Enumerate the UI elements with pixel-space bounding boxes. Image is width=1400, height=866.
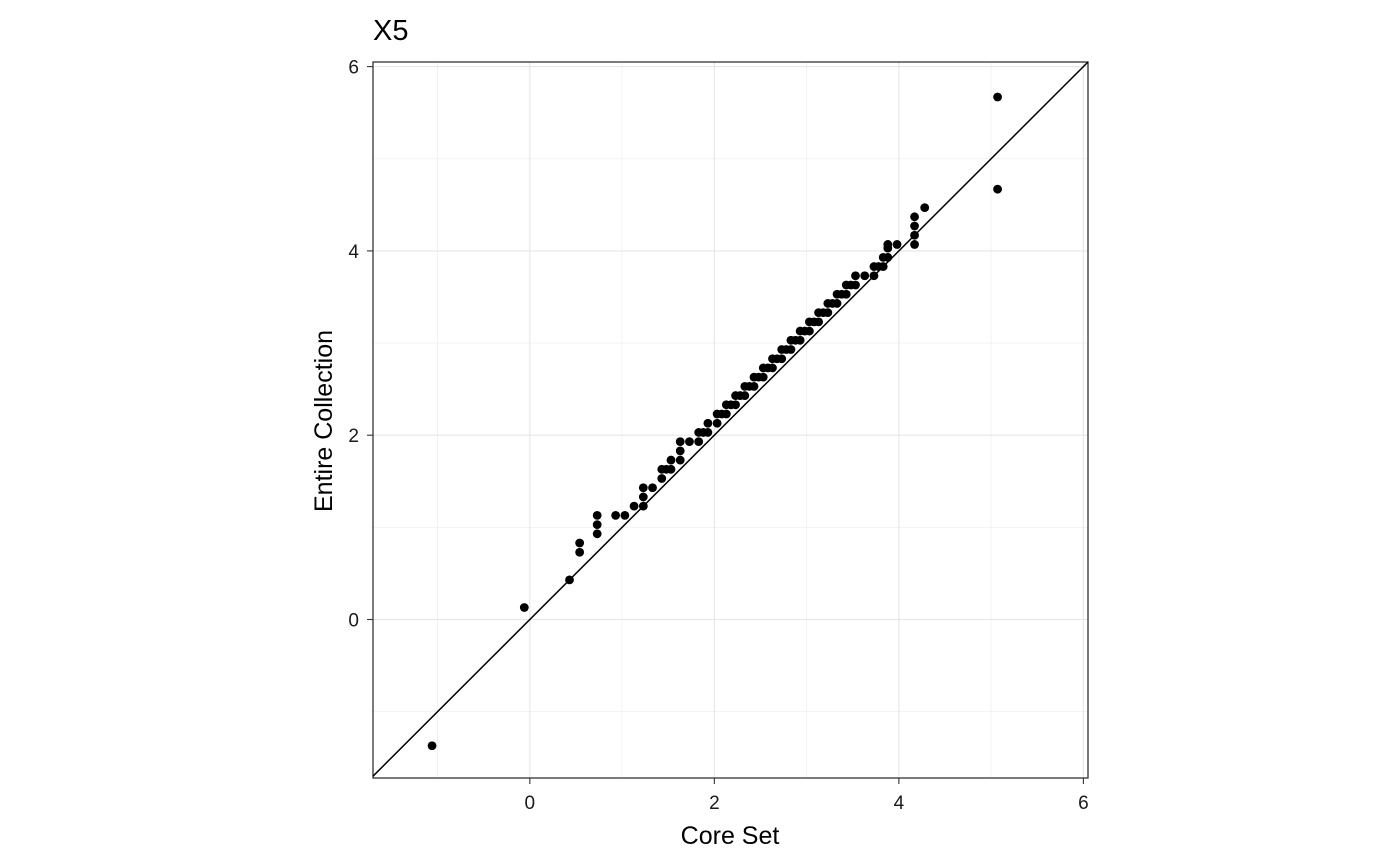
chart-title: X5	[373, 15, 408, 47]
data-point	[883, 252, 893, 262]
data-point	[427, 741, 437, 751]
data-point	[993, 92, 1002, 102]
data-point	[648, 483, 657, 493]
data-point	[740, 391, 750, 400]
data-point	[675, 455, 685, 465]
data-point	[869, 271, 879, 281]
data-point	[758, 372, 768, 382]
data-point	[666, 455, 676, 465]
x-tick-label: 4	[894, 793, 905, 814]
data-point	[721, 409, 731, 419]
data-point	[892, 240, 902, 249]
data-point	[860, 271, 870, 281]
data-point	[703, 418, 713, 428]
data-point	[575, 547, 585, 557]
data-point	[768, 363, 777, 373]
data-point	[786, 345, 796, 354]
data-point	[592, 510, 602, 520]
y-tick-label: 2	[348, 426, 359, 447]
data-point	[592, 520, 602, 529]
data-point	[657, 474, 667, 483]
y-axis-title: Entire Collection	[310, 330, 338, 512]
data-point	[832, 299, 842, 308]
data-point	[731, 400, 740, 410]
data-point	[823, 308, 833, 318]
y-tick-label: 0	[348, 611, 359, 632]
data-point	[910, 240, 919, 249]
y-tick-label: 6	[348, 58, 359, 79]
data-point	[638, 483, 648, 493]
data-point	[685, 437, 694, 447]
x-axis: 0 2 4 6	[525, 778, 1089, 814]
data-point	[920, 203, 930, 212]
data-point	[620, 510, 630, 520]
x-tick-label: 6	[1078, 793, 1089, 814]
data-point	[575, 538, 585, 548]
data-point	[703, 428, 713, 437]
data-point	[565, 575, 574, 585]
data-point	[629, 501, 639, 511]
data-point	[694, 437, 704, 447]
y-tick-label: 4	[348, 242, 359, 263]
data-point	[666, 464, 676, 474]
x-tick-label: 2	[709, 793, 720, 814]
data-point	[910, 221, 919, 231]
reference-line-y-equals-x	[372, 61, 1089, 777]
x-tick-label: 0	[525, 793, 536, 814]
x-axis-title: Core Set	[681, 822, 780, 850]
plot-panel	[372, 61, 1089, 779]
data-point	[851, 280, 860, 290]
data-point	[592, 529, 602, 539]
grid-layer	[373, 62, 1088, 778]
y-axis: 0 2 4 6	[348, 58, 373, 632]
data-point	[878, 262, 888, 271]
data-point	[851, 271, 860, 281]
data-point	[910, 212, 919, 222]
data-point	[795, 335, 805, 345]
data-point	[519, 603, 529, 612]
data-point	[675, 446, 685, 456]
data-point	[611, 510, 621, 520]
data-point	[749, 381, 759, 391]
data-point	[675, 437, 685, 447]
data-point	[814, 317, 824, 327]
data-point	[993, 184, 1002, 194]
data-point	[638, 501, 648, 511]
data-point	[638, 492, 648, 502]
data-point	[883, 240, 893, 249]
points-layer	[427, 92, 1002, 751]
data-point	[841, 289, 851, 299]
data-point	[910, 230, 919, 240]
data-point	[712, 418, 722, 428]
data-point	[804, 326, 814, 336]
data-point	[777, 354, 787, 364]
